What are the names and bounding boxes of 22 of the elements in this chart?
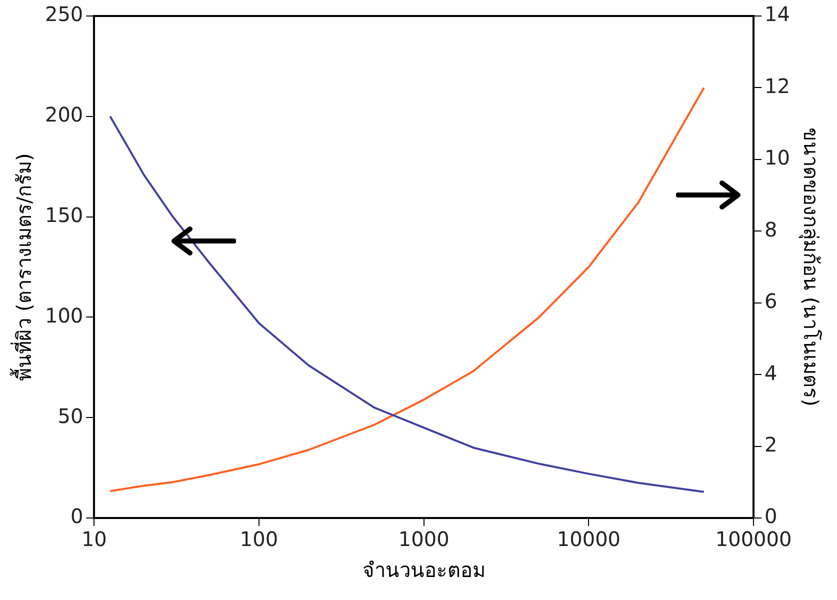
- x-tick-label: 1000: [398, 527, 450, 552]
- y-tick-label: 0: [70, 504, 84, 528]
- y-tick-label: 200: [44, 102, 84, 127]
- x-tick-label: 100000: [715, 527, 792, 552]
- y2-tick-label: 8: [764, 217, 778, 242]
- y-tick-label: 100: [44, 303, 84, 328]
- y2-tick-label: 10: [764, 146, 790, 170]
- y2-tick-label: 14: [764, 2, 790, 26]
- y2-tick-label: 4: [764, 360, 778, 385]
- x-tick-label: 10: [81, 527, 107, 552]
- y-axis-title: พื้นที่ผิว (ตารางเมตร/กรัม): [10, 153, 36, 381]
- y-tick-label: 50: [58, 404, 84, 428]
- y-tick-label: 250: [44, 2, 84, 26]
- x-tick-label: 10000: [556, 527, 621, 552]
- y2-tick-label: 6: [764, 289, 778, 314]
- y-tick-label: 150: [44, 203, 84, 228]
- x-tick-label: 100: [240, 527, 278, 552]
- y2-axis-title: ขนาดของกลุ่มก้อน (นาโนเมตร): [798, 128, 823, 406]
- y2-tick-label: 12: [764, 74, 790, 98]
- y2-tick-label: 2: [764, 432, 778, 456]
- x-axis-title: จำนวนอะตอม: [362, 558, 486, 582]
- y2-tick-label: 0: [764, 504, 778, 528]
